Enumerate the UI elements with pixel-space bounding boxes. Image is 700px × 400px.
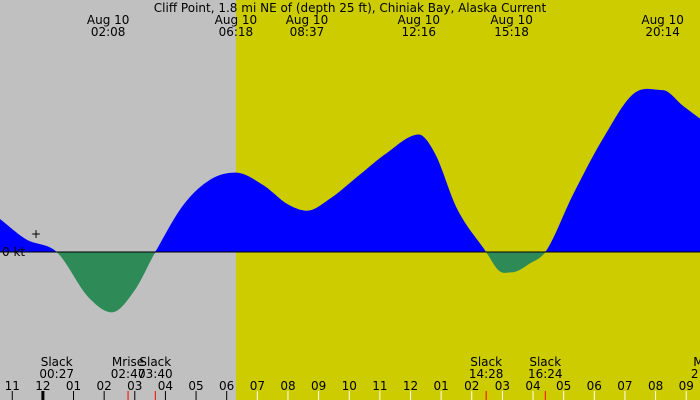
event-label: M <box>693 355 700 369</box>
hour-tick-label: 09 <box>679 379 694 393</box>
hour-tick-label: 06 <box>587 379 602 393</box>
top-date-label: Aug 10 <box>490 13 533 27</box>
top-time-label: 02:08 <box>91 25 126 39</box>
hour-tick-label: 10 <box>342 379 357 393</box>
hour-tick-label: 07 <box>250 379 265 393</box>
hour-tick-label: 03 <box>127 379 142 393</box>
top-time-label: 08:37 <box>290 25 325 39</box>
flood-area <box>0 88 700 252</box>
hour-tick-label: 01 <box>433 379 448 393</box>
hour-tick-label: 03 <box>495 379 510 393</box>
hour-tick-label: 08 <box>280 379 295 393</box>
top-time-label: 15:18 <box>494 25 529 39</box>
y-axis-zero-label: 0 kt <box>2 245 25 259</box>
hour-tick-label: 07 <box>617 379 632 393</box>
event-time-label: 16:24 <box>528 367 563 381</box>
plus-marker: + <box>31 227 41 241</box>
hour-tick-label: 02 <box>97 379 112 393</box>
event-time-label: 02:47 <box>111 367 146 381</box>
hour-tick-label: 05 <box>556 379 571 393</box>
event-label: Slack <box>41 355 73 369</box>
hour-tick-label: 11 <box>372 379 387 393</box>
hour-tick-label: 12 <box>35 379 50 393</box>
ebb-area <box>0 252 700 313</box>
hour-tick-label: 08 <box>648 379 663 393</box>
event-label: Slack <box>529 355 561 369</box>
top-date-label: Aug 10 <box>641 13 684 27</box>
top-time-label: 12:16 <box>401 25 436 39</box>
chart-title: Cliff Point, 1.8 mi NE of (depth 25 ft),… <box>154 1 547 15</box>
hour-tick-label: 05 <box>188 379 203 393</box>
hour-tick-label: 04 <box>525 379 540 393</box>
hour-tick-label: 04 <box>158 379 173 393</box>
hour-ticks <box>11 391 687 400</box>
event-label: Mrise <box>112 355 144 369</box>
top-time-label: 20:14 <box>645 25 680 39</box>
hour-tick-labels: 11 12 01 02 03 04 05 06 07 08 09 10 11 12 01 02 03 04 05 06… <box>5 379 694 393</box>
event-time-label: 21 <box>691 367 700 381</box>
event-time-label: 00:27 <box>39 367 74 381</box>
hour-tick-label: 09 <box>311 379 326 393</box>
top-date-label: Aug 10 <box>87 13 130 27</box>
hour-tick-label: 12 <box>403 379 418 393</box>
hour-tick-label: 02 <box>464 379 479 393</box>
top-date-label: Aug 10 <box>398 13 441 27</box>
event-time-label: 14:28 <box>469 367 504 381</box>
bottom-event-labels: Slack00:27Mrise02:47Slack03:40Slack14:28… <box>39 355 700 381</box>
hour-tick-label: 06 <box>219 379 234 393</box>
top-date-label: Aug 10 <box>286 13 329 27</box>
hour-tick-label: 11 <box>5 379 20 393</box>
top-date-label: Aug 10 <box>215 13 258 27</box>
event-label: Slack <box>139 355 171 369</box>
event-time-label: 03:40 <box>138 367 173 381</box>
event-label: Slack <box>470 355 502 369</box>
hour-tick-label: 01 <box>66 379 81 393</box>
current-area-series <box>0 88 700 313</box>
top-time-label: 06:18 <box>219 25 254 39</box>
